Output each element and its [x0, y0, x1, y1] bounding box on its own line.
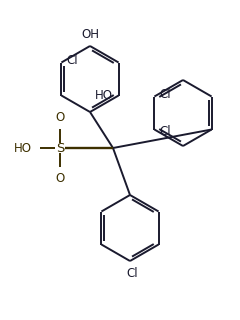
Text: HO: HO [95, 89, 113, 102]
Text: O: O [55, 172, 65, 185]
Text: O: O [55, 111, 65, 124]
Text: OH: OH [81, 28, 99, 41]
Text: Cl: Cl [159, 125, 171, 138]
Text: Cl: Cl [159, 88, 171, 101]
Text: HO: HO [14, 141, 32, 155]
Text: Cl: Cl [126, 267, 138, 280]
Text: S: S [56, 141, 64, 155]
Text: Cl: Cl [66, 54, 78, 67]
